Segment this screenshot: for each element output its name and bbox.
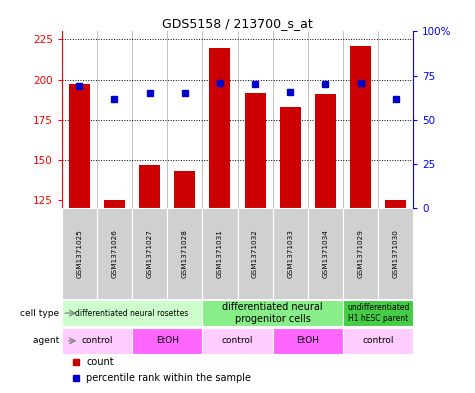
Bar [62, 300, 202, 327]
Text: agent: agent [33, 336, 62, 345]
Text: GSM1371029: GSM1371029 [358, 230, 363, 278]
Bar [273, 208, 308, 299]
Text: GSM1371028: GSM1371028 [182, 230, 188, 278]
Bar [343, 328, 413, 354]
Bar [97, 208, 132, 299]
Bar [245, 92, 266, 208]
Text: undifferentiated
H1 hESC parent: undifferentiated H1 hESC parent [347, 303, 409, 323]
Text: GSM1371027: GSM1371027 [147, 230, 152, 278]
Text: GSM1371025: GSM1371025 [76, 230, 82, 278]
Bar [132, 208, 167, 299]
Text: control: control [362, 336, 394, 345]
Bar [343, 300, 413, 327]
Text: count: count [86, 357, 114, 367]
Text: GSM1371034: GSM1371034 [323, 230, 328, 278]
Text: EtOH: EtOH [156, 336, 179, 345]
Bar [280, 107, 301, 208]
Bar [69, 84, 90, 208]
Bar [104, 200, 125, 208]
Bar [315, 94, 336, 208]
Bar [343, 208, 378, 299]
Text: cell type: cell type [20, 309, 62, 318]
Text: GSM1371031: GSM1371031 [217, 230, 223, 278]
Bar [202, 328, 273, 354]
Bar [209, 48, 230, 208]
Text: GSM1371032: GSM1371032 [252, 230, 258, 278]
Bar [174, 171, 195, 208]
Bar [62, 208, 97, 299]
Text: differentiated neural
progenitor cells: differentiated neural progenitor cells [222, 302, 323, 324]
Bar [132, 328, 202, 354]
Bar [167, 208, 202, 299]
Bar [350, 46, 371, 208]
Bar [378, 208, 413, 299]
Title: GDS5158 / 213700_s_at: GDS5158 / 213700_s_at [162, 17, 313, 30]
Text: differentiated neural rosettes: differentiated neural rosettes [76, 309, 189, 318]
Bar [202, 300, 343, 327]
Bar [139, 165, 160, 208]
Bar [385, 200, 406, 208]
Bar [273, 328, 343, 354]
Bar [238, 208, 273, 299]
Bar [202, 208, 238, 299]
Text: control: control [81, 336, 113, 345]
Text: EtOH: EtOH [296, 336, 319, 345]
Text: percentile rank within the sample: percentile rank within the sample [86, 373, 251, 382]
Text: GSM1371026: GSM1371026 [112, 230, 117, 278]
Bar [308, 208, 343, 299]
Text: control: control [222, 336, 253, 345]
Bar [62, 328, 132, 354]
Text: GSM1371033: GSM1371033 [287, 230, 293, 278]
Text: GSM1371030: GSM1371030 [393, 230, 399, 278]
